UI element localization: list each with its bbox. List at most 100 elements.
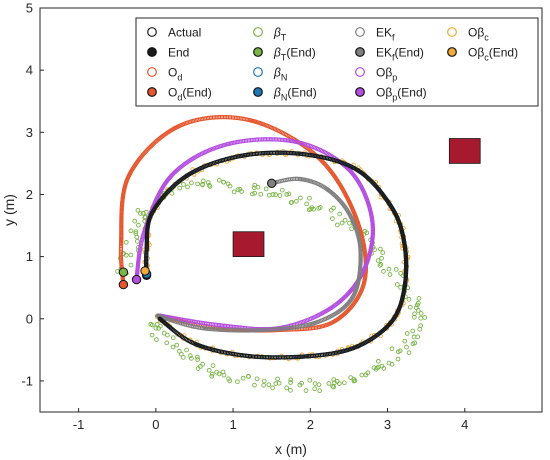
series-layer [115,114,428,394]
point-betat [342,217,348,223]
point-betat [330,384,335,389]
x-tick-label: 3 [384,417,391,432]
point-betat [294,198,299,204]
point-betat [261,378,267,384]
point-betat [307,377,313,383]
obstacle-1 [232,231,265,258]
point-betat [341,380,347,386]
point-betat [195,366,201,371]
point-betat [284,192,290,197]
legend-label: βT [273,26,287,43]
point-betat [288,380,293,385]
point-ekf [258,327,264,333]
point-betat [288,387,293,393]
legend-entry-betan: βN [253,66,287,83]
point-betat [284,385,290,391]
point-betat [221,179,227,185]
point-betat [406,350,412,356]
end-marker-od-end [118,279,129,290]
point-actual [299,354,304,359]
point-betat [207,184,213,189]
point-betat [404,331,410,336]
point-betat [123,252,129,258]
y-tick-label: 1 [26,249,33,264]
legend-entry-actual: Actual [147,26,201,40]
legend-label: Oβc [468,26,489,43]
legend-marker [355,47,365,57]
point-betat [378,246,383,252]
point-betat [249,191,255,197]
point-betat [209,371,215,377]
point-betat [378,262,384,267]
point-betat [286,191,292,197]
point-betat [254,376,260,382]
legend-label: Actual [168,26,201,40]
legend-entry-betan-end: βN(End) [253,86,317,103]
point-betat [128,228,134,234]
y-tick-label: 5 [26,1,33,16]
point-betat [386,266,392,272]
point-actual [144,256,149,262]
point-betat [306,207,312,213]
point-betat [227,378,233,384]
point-betat [415,334,421,340]
point-betat [200,181,205,187]
y-tick-label: 4 [26,63,33,78]
point-betat [334,222,340,228]
end-marker-obetap-end [131,274,142,285]
legend-entry-od-end: Od(End) [147,86,212,103]
point-betat [349,226,354,232]
point-betat [386,360,392,366]
point-betat [133,229,139,234]
point-betat [240,375,246,381]
legend-marker [447,47,457,57]
y-tick-label: -1 [21,373,33,388]
y-tick-label: 0 [26,311,33,326]
point-betat [252,190,257,196]
x-tick-label: 0 [152,417,159,432]
series-obetap [134,137,376,332]
point-betat [317,205,323,210]
legend-marker [355,67,365,77]
point-betat [181,182,186,187]
point-betat [334,379,340,384]
point-ekf [256,328,261,333]
point-betat [170,344,176,350]
legend-label: EKf(End) [376,46,424,63]
point-betat [164,332,170,338]
legend-box [135,17,539,107]
point-betat [398,271,404,276]
point-betat [252,382,257,388]
point-betat [339,220,345,226]
point-betat [235,379,240,385]
point-betat [123,239,129,245]
point-betat [231,189,237,195]
point-betat [225,181,231,187]
point-betat [178,351,184,357]
point-betat [397,348,403,354]
x-tick-label: 1 [229,417,236,432]
point-ekf [257,328,262,333]
point-betat [273,192,278,197]
point-betat [288,377,294,383]
point-betat [347,220,352,226]
point-betat [135,207,141,213]
legend-label: βN [273,66,287,83]
point-betat [164,340,170,346]
point-betat [176,348,182,354]
point-actual [301,354,306,359]
x-tick-label: 4 [461,417,468,432]
point-betat [303,388,309,393]
legend-label: Oβc(End) [468,46,518,63]
point-betat [181,355,186,360]
point-betat [237,186,243,192]
point-betat [389,346,395,352]
end-marker-betat-end [118,267,129,277]
point-betat [331,377,337,382]
point-betat [412,340,418,346]
point-betat [206,367,212,373]
point-betat [316,382,322,388]
point-betat [304,201,309,207]
x-tick-label: -1 [73,417,85,432]
point-betat [266,382,272,388]
